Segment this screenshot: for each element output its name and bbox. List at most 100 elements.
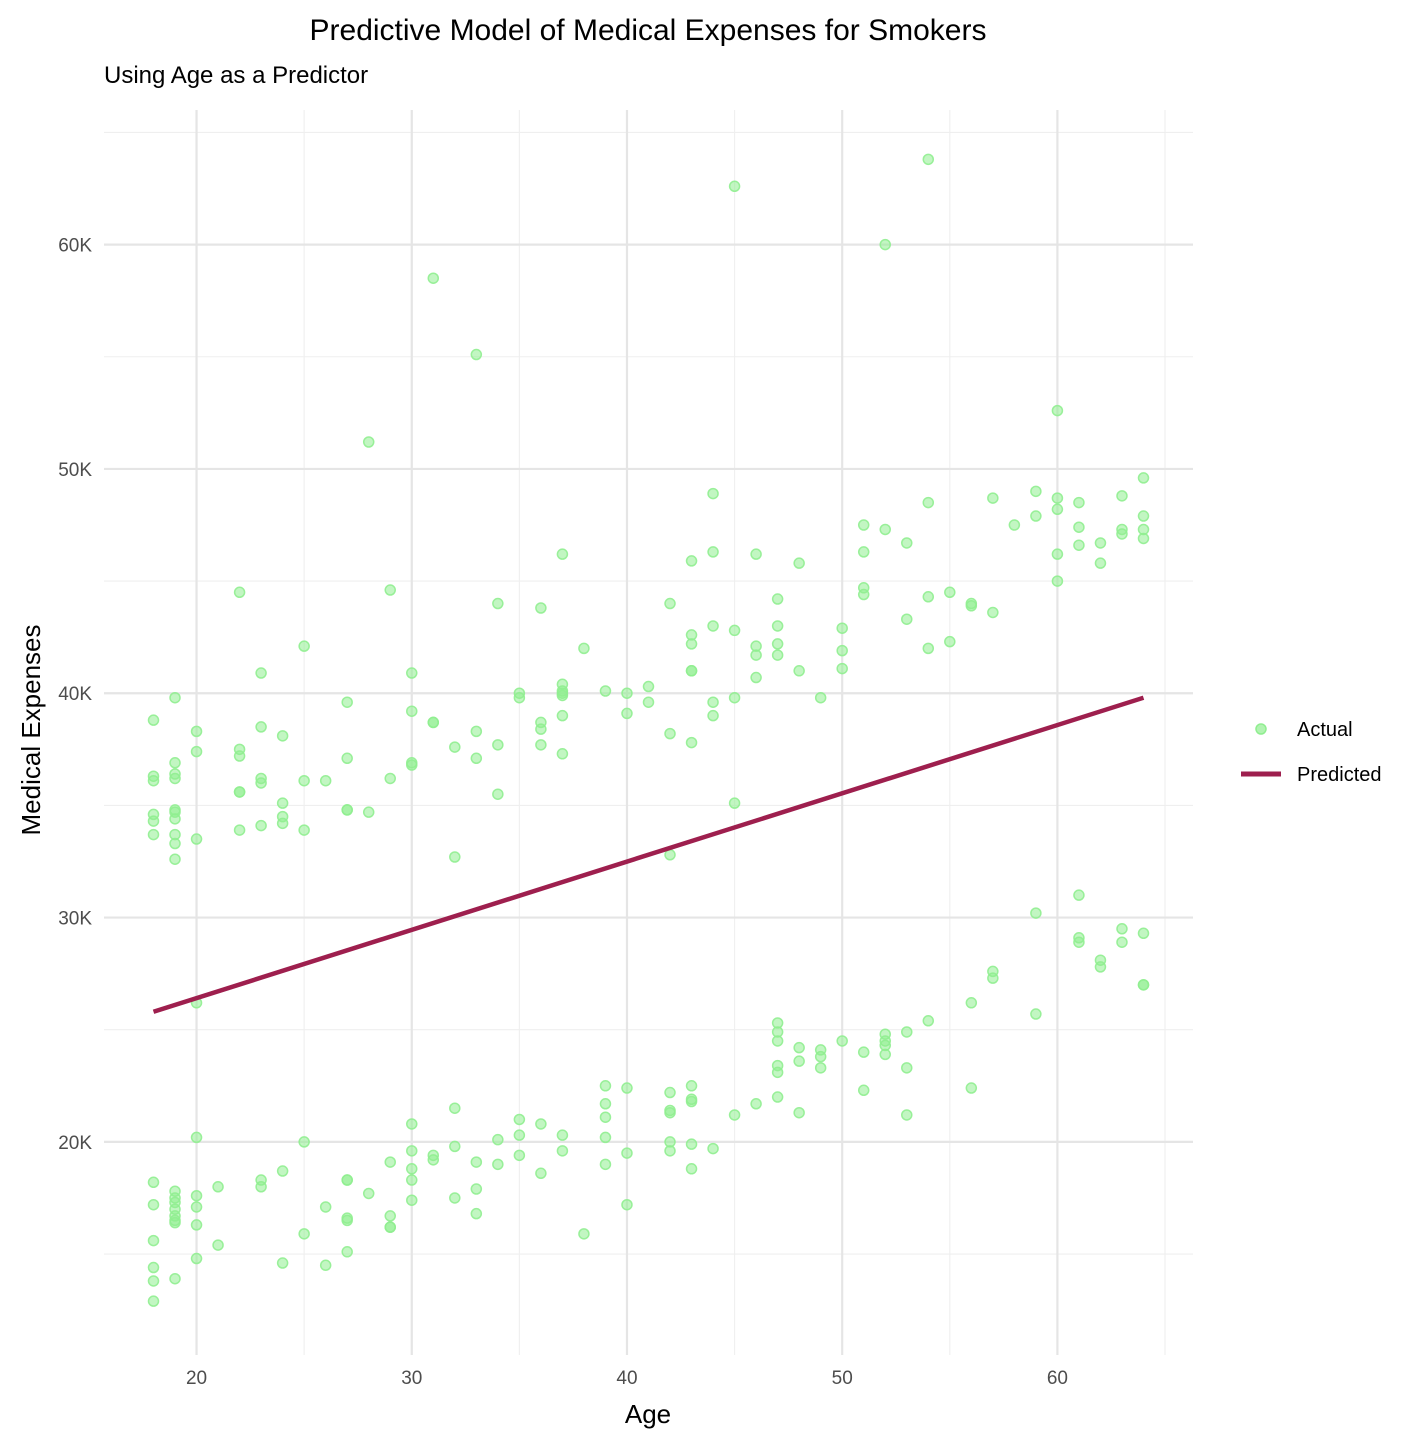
data-point [1051,404,1064,417]
data-point [685,1138,698,1150]
data-point [190,1131,203,1144]
data-point [685,1163,698,1175]
data-point [190,745,203,758]
data-point [922,496,935,509]
data-point [147,1234,160,1247]
y-tick-label: 30K [58,909,92,930]
y-tick-label: 50K [58,460,92,481]
x-tick-label: 30 [401,1368,422,1389]
data-point [664,1086,676,1099]
data-point [190,1189,203,1202]
y-tick-label: 60K [58,236,92,257]
data-point [384,1221,396,1233]
data-point [535,723,547,735]
data-point [406,705,418,717]
data-point [1051,492,1064,504]
data-point [406,759,418,771]
data-point [1094,557,1107,569]
data-point [1030,510,1042,522]
data-point [578,1228,590,1240]
x-tick-label: 20 [186,1368,207,1389]
data-point [406,1174,418,1186]
data-point [621,707,633,720]
data-point [255,1181,267,1193]
data-point [793,1041,805,1054]
data-point [147,815,160,827]
data-point [922,642,935,655]
data-point [492,788,504,800]
data-point [169,1216,181,1229]
data-point [1051,575,1064,587]
data-point [406,667,418,679]
data-point [728,624,741,637]
data-point [1073,889,1085,901]
data-point [1094,537,1107,549]
data-point [599,1111,612,1123]
data-point [513,1149,526,1162]
data-point [901,537,913,549]
data-point [427,272,440,284]
data-point [190,725,203,738]
data-point [341,696,353,708]
data-point [901,1109,913,1121]
data-point [319,1201,332,1213]
data-point [147,774,160,787]
data-point [406,1118,418,1130]
data-point [728,180,741,193]
data-point [298,1136,310,1148]
data-point [556,689,569,702]
data-point [707,709,719,722]
x-tick-label: 40 [616,1368,637,1389]
x-axis-ticks: 20 30 40 50 60 [186,1368,1068,1389]
data-point [1051,548,1064,560]
actual-points [147,153,1150,1307]
data-point [707,1142,719,1155]
data-point [492,1133,504,1146]
data-point [728,691,741,704]
data-point [169,813,181,825]
data-point [987,606,999,619]
data-point [298,774,310,787]
data-point [147,1275,160,1287]
data-point [384,1156,396,1168]
y-tick-label: 20K [58,1133,92,1154]
legend: Actual Predicted [1241,719,1382,786]
data-point [1116,490,1128,502]
data-point [169,772,181,785]
data-point [707,620,719,632]
data-point [685,1080,698,1092]
data-point [814,1050,827,1063]
data-point [147,714,160,726]
data-point [298,640,310,652]
data-point [406,1145,418,1157]
data-point [987,972,999,984]
data-point [449,1102,461,1114]
data-point [707,487,719,500]
data-point [664,1106,676,1119]
data-point [427,1154,440,1166]
data-point [449,1192,461,1204]
data-point [427,716,440,729]
data-point [814,691,827,704]
data-point [449,851,461,863]
data-point [276,1257,289,1269]
data-point [965,997,978,1009]
data-point [578,642,590,655]
data-point [1073,496,1085,509]
data-point [255,819,267,832]
data-point [1051,503,1064,516]
data-point [814,1062,827,1074]
data-point [233,824,246,836]
data-point [836,622,848,634]
data-point [642,696,655,708]
data-point [341,1214,353,1227]
data-point [384,772,396,785]
data-point [685,1095,698,1108]
data-point [599,1158,612,1171]
data-point [190,1201,203,1213]
data-point [147,1295,160,1307]
data-point [621,1147,633,1159]
x-axis-title: Age [625,1399,671,1429]
data-point [599,1080,612,1092]
data-point [750,649,762,661]
